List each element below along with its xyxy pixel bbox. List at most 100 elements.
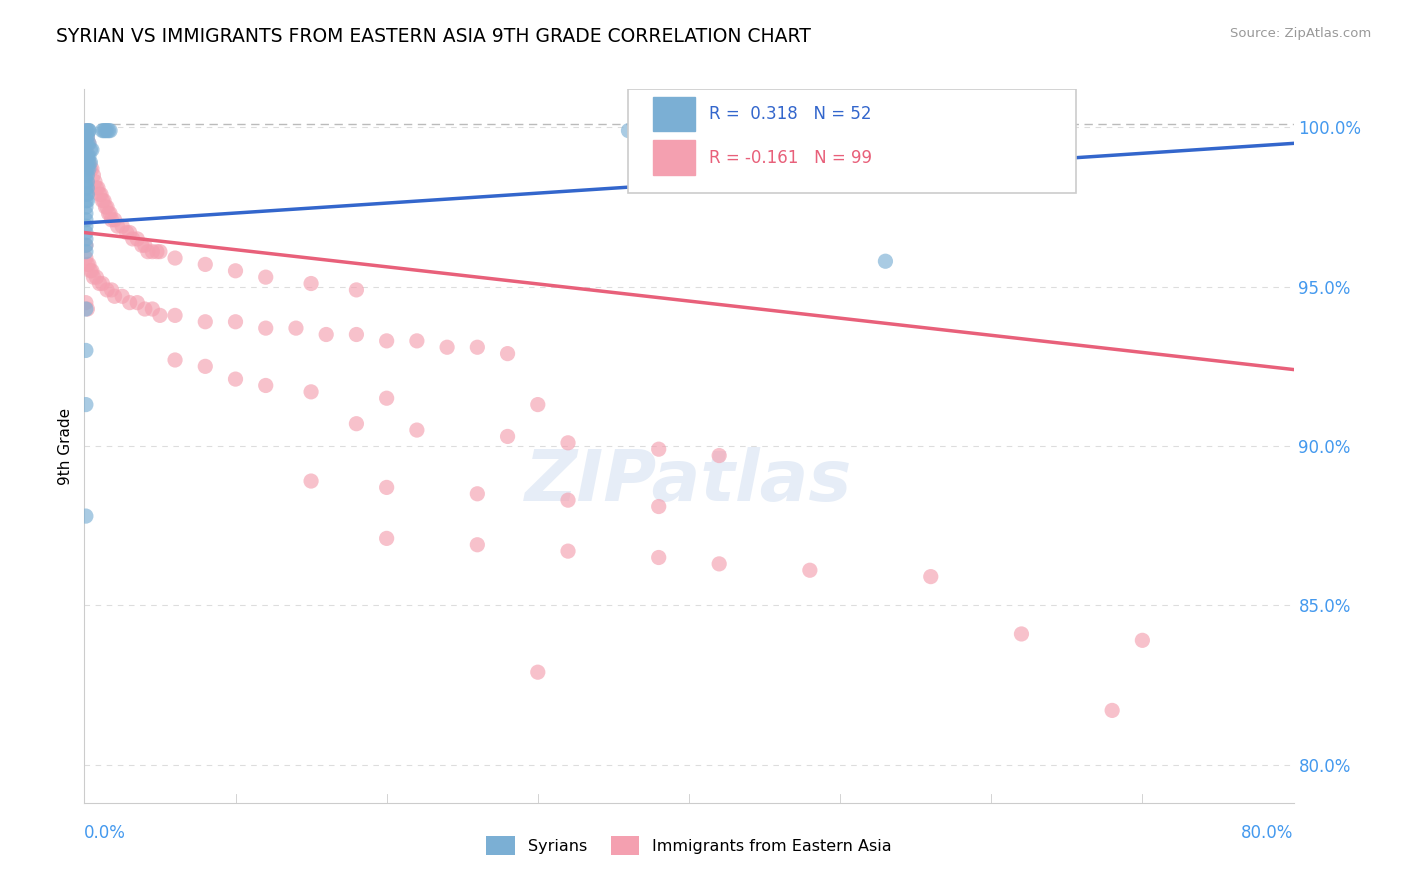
Point xyxy=(406,334,429,348)
Point xyxy=(75,194,97,208)
Point xyxy=(375,480,398,494)
Point xyxy=(225,372,247,386)
Point xyxy=(86,181,108,195)
Point xyxy=(76,155,98,169)
Point xyxy=(1101,703,1123,717)
Point xyxy=(76,168,98,182)
Text: SYRIAN VS IMMIGRANTS FROM EASTERN ASIA 9TH GRADE CORRELATION CHART: SYRIAN VS IMMIGRANTS FROM EASTERN ASIA 9… xyxy=(56,27,811,45)
Point xyxy=(375,334,398,348)
Point xyxy=(80,161,103,176)
Legend: Syrians, Immigrants from Eastern Asia: Syrians, Immigrants from Eastern Asia xyxy=(486,836,891,855)
Point xyxy=(75,175,97,189)
Text: R =  0.318   N = 52: R = 0.318 N = 52 xyxy=(710,105,872,123)
Point xyxy=(75,130,97,145)
Point xyxy=(496,429,519,443)
Point xyxy=(75,143,97,157)
Point xyxy=(406,423,429,437)
Point xyxy=(76,301,98,316)
Point xyxy=(111,219,134,234)
Point xyxy=(75,251,97,265)
Point xyxy=(75,206,97,220)
Point xyxy=(90,187,112,202)
Point xyxy=(118,295,141,310)
Point xyxy=(84,175,107,189)
Point xyxy=(97,206,120,220)
Point xyxy=(165,251,187,265)
Point xyxy=(82,270,104,285)
Point xyxy=(100,283,122,297)
Point xyxy=(77,257,100,271)
Text: ZIPatlas: ZIPatlas xyxy=(526,447,852,516)
Point xyxy=(75,232,97,246)
Point xyxy=(76,181,98,195)
Point xyxy=(299,474,322,488)
Point xyxy=(75,398,97,412)
Point xyxy=(75,343,97,358)
Point xyxy=(96,123,118,137)
FancyBboxPatch shape xyxy=(628,89,1076,193)
Point xyxy=(75,149,97,163)
Point xyxy=(254,270,277,285)
Point xyxy=(557,544,579,558)
Point xyxy=(75,238,97,252)
Point xyxy=(98,123,121,137)
Point xyxy=(557,435,579,450)
Point xyxy=(75,181,97,195)
Point xyxy=(136,244,159,259)
Point xyxy=(77,161,100,176)
Point xyxy=(75,187,97,202)
Bar xyxy=(652,140,695,175)
Point xyxy=(375,391,398,405)
Point xyxy=(920,569,942,583)
Point xyxy=(527,398,550,412)
Point xyxy=(76,130,98,145)
Point xyxy=(75,168,97,182)
Point xyxy=(118,226,141,240)
Point xyxy=(254,378,277,392)
Point xyxy=(436,340,458,354)
Point xyxy=(194,359,217,374)
Point xyxy=(141,244,163,259)
Point xyxy=(254,321,277,335)
Point xyxy=(77,155,100,169)
Point xyxy=(91,277,114,291)
Point xyxy=(107,219,129,234)
Point xyxy=(648,550,671,565)
Point xyxy=(75,226,97,240)
Point xyxy=(96,283,118,297)
Point xyxy=(77,136,100,151)
Point xyxy=(225,264,247,278)
Point xyxy=(131,238,153,252)
Point xyxy=(91,194,114,208)
Point xyxy=(146,244,169,259)
Point xyxy=(1130,633,1153,648)
Point xyxy=(467,340,489,354)
Point xyxy=(346,327,368,342)
Point xyxy=(89,277,111,291)
Point xyxy=(496,346,519,360)
Point xyxy=(76,194,98,208)
Point xyxy=(527,665,550,680)
Point xyxy=(75,123,97,137)
Point xyxy=(77,123,100,137)
Point xyxy=(127,232,149,246)
Point xyxy=(76,175,98,189)
Point xyxy=(76,136,98,151)
Point xyxy=(82,168,104,182)
Point xyxy=(100,212,122,227)
Point xyxy=(94,200,117,214)
Point xyxy=(467,487,489,501)
Point xyxy=(194,315,217,329)
Text: R = -0.161   N = 99: R = -0.161 N = 99 xyxy=(710,149,873,167)
Point xyxy=(165,309,187,323)
Point xyxy=(75,238,97,252)
Point xyxy=(104,212,127,227)
Point xyxy=(79,161,101,176)
Point xyxy=(127,295,149,310)
Bar xyxy=(652,97,695,131)
Point xyxy=(94,123,117,137)
Point xyxy=(149,309,172,323)
Point xyxy=(111,289,134,303)
Point xyxy=(93,194,115,208)
Point xyxy=(617,123,640,137)
